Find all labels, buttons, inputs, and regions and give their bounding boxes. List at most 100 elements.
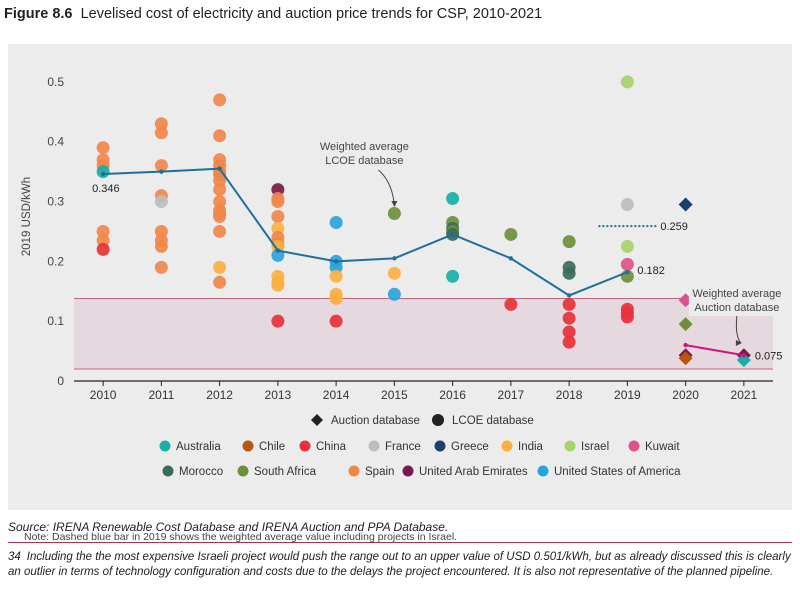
legend-label: China — [316, 441, 347, 453]
lcoe-average-marker — [275, 248, 281, 253]
y-tick-label: 0.5 — [47, 75, 64, 89]
annotation-auction-line2: Auction database — [694, 302, 779, 314]
legend-circle-icon — [432, 414, 444, 426]
lcoe-point — [271, 314, 285, 328]
legend-label: South Africa — [254, 466, 317, 478]
lcoe-weighted-average-line — [103, 167, 628, 297]
lcoe-point — [446, 269, 460, 283]
lcoe-point — [213, 224, 227, 238]
divider — [8, 542, 792, 543]
lcoe-point — [620, 198, 634, 212]
lcoe-point — [271, 239, 285, 253]
lcoe-point — [96, 224, 110, 238]
annotation-lcoe-line1: Weighted average — [320, 141, 409, 153]
lcoe-average-marker — [392, 256, 397, 261]
legend-country-icon — [628, 440, 640, 452]
lcoe-point — [329, 269, 343, 283]
value-label: 0.075 — [755, 350, 783, 362]
lcoe-point — [154, 195, 168, 209]
x-tick-label: 2010 — [90, 388, 117, 402]
lcoe-auction-chart: 0 0.1 0.2 0.3 0.4 0.5 2019 USD/kWh 2010 2011 2012… — [21, 75, 785, 478]
legend-label: Greece — [451, 441, 489, 453]
lcoe-point — [271, 278, 285, 292]
auction-average-marker — [683, 342, 688, 348]
y-tick-label: 0.1 — [47, 314, 64, 328]
annotation-lcoe-line2: LCOE database — [325, 155, 403, 167]
footnote-number: 34 — [8, 551, 21, 563]
lcoe-point — [562, 325, 576, 339]
lcoe-point — [620, 310, 634, 324]
legend-country-icon — [564, 440, 576, 452]
legend-label: Spain — [365, 466, 394, 478]
legend-label: United Arab Emirates — [419, 466, 528, 478]
footnote-text: Including the the most expensive Israeli… — [8, 551, 791, 578]
legend-country-icon — [368, 440, 380, 452]
lcoe-point — [154, 159, 168, 173]
legend-country-icon — [299, 440, 311, 452]
lcoe-average-marker — [625, 269, 630, 275]
lcoe-point — [213, 93, 227, 107]
chart-note: Note: Dashed blue bar in 2019 shows the … — [24, 531, 458, 543]
lcoe-point — [154, 239, 168, 253]
footnote: 34 Including the the most expensive Israe… — [8, 550, 798, 580]
annotation-auction-bg — [688, 284, 785, 316]
x-tick-label: 2013 — [265, 388, 292, 402]
cost-range-band — [74, 298, 773, 370]
lcoe-point — [562, 335, 576, 349]
lcoe-point — [620, 239, 634, 253]
lcoe-point — [329, 215, 343, 229]
x-tick-label: 2021 — [731, 388, 758, 402]
lcoe-point — [271, 183, 285, 197]
auction-point — [678, 197, 693, 212]
lcoe-point — [329, 260, 343, 274]
value-label: 0.259 — [660, 221, 688, 233]
legend-label: Chile — [259, 441, 285, 453]
lcoe-point — [154, 126, 168, 140]
legend-label: Australia — [176, 441, 221, 453]
lcoe-point — [213, 183, 227, 197]
annotation-arrow — [735, 315, 742, 344]
legend-country-icon — [501, 440, 513, 452]
source-line: Source: IRENA Renewable Cost Database an… — [8, 520, 449, 534]
lcoe-average-marker — [450, 232, 455, 237]
x-tick-label: 2017 — [498, 388, 525, 402]
legend-diamond-icon — [311, 414, 323, 426]
lcoe-point — [562, 297, 576, 311]
lcoe-point — [213, 210, 227, 223]
lcoe-point — [213, 275, 227, 289]
y-tick-label: 0.2 — [47, 254, 64, 268]
value-label: 0.346 — [92, 183, 120, 195]
legend-label: France — [385, 441, 421, 453]
y-tick-label: 0.4 — [47, 135, 64, 149]
lcoe-point — [271, 195, 285, 209]
legend-country-icon — [162, 465, 174, 477]
figure-title: Figure 8.6 Levelised cost of electricity… — [4, 6, 542, 22]
auction-point — [736, 353, 751, 368]
lcoe-point — [620, 257, 634, 271]
annotation-arrowhead — [391, 201, 398, 207]
legend-country-icon — [237, 465, 249, 477]
lcoe-point — [213, 195, 227, 209]
x-tick-label: 2011 — [148, 388, 174, 402]
lcoe-point — [329, 291, 343, 305]
value-label: 0.182 — [637, 265, 665, 277]
auction-point — [678, 317, 693, 332]
lcoe-point — [213, 174, 227, 188]
lcoe-point — [387, 287, 401, 301]
lcoe-point — [387, 207, 401, 221]
lcoe-point — [96, 141, 110, 155]
lcoe-point — [96, 242, 110, 256]
lcoe-average-marker — [566, 293, 572, 298]
lcoe-point — [562, 311, 576, 325]
lcoe-point — [504, 227, 518, 241]
lcoe-average-marker — [333, 259, 339, 264]
lcoe-point — [154, 224, 168, 238]
legend-country-icon — [537, 465, 549, 477]
legend-label: Auction database — [331, 415, 420, 427]
legend-country-icon — [242, 440, 254, 452]
lcoe-point — [271, 210, 285, 223]
x-tick-label: 2012 — [206, 388, 233, 402]
auction-weighted-average-line — [685, 344, 745, 357]
legend-country-icon — [159, 440, 171, 452]
annotation-arrow — [378, 169, 395, 207]
